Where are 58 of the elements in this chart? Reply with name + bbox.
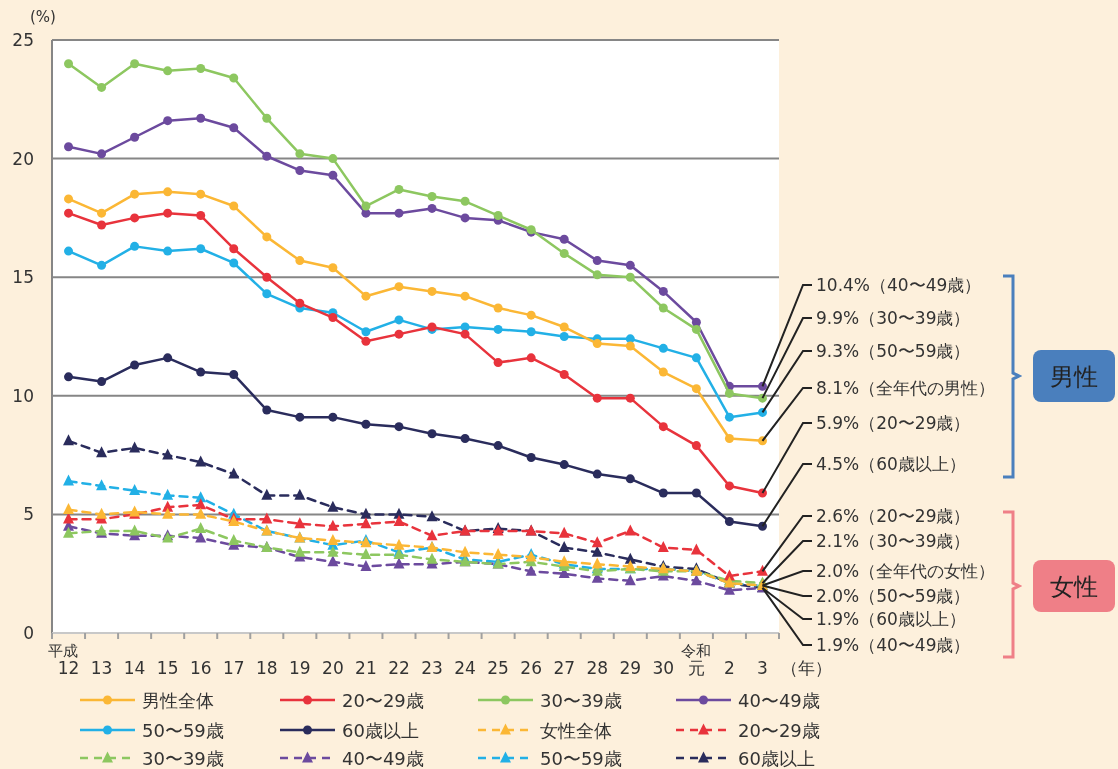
- annotation: 1.9%（40〜49歳）: [816, 635, 971, 655]
- annotation: 10.4%（40〜49歳）: [816, 275, 982, 295]
- x-tick-label: 28: [586, 658, 609, 678]
- text: 平成: [47, 642, 78, 660]
- annotation: 1.9%（60歳以上）: [816, 609, 966, 629]
- y-tick-label: 5: [23, 504, 34, 525]
- x-tick-label: 21: [355, 658, 377, 678]
- x-tick-label: 3: [757, 658, 768, 678]
- x-tick-label: 26: [520, 658, 542, 678]
- x-tick-label: 12: [57, 658, 80, 678]
- legend-label: 60歳以上: [738, 748, 815, 769]
- x-tick-label: 30: [652, 658, 675, 678]
- x-axis-title: （年）: [781, 658, 832, 678]
- x-tick-label: 14: [123, 658, 146, 678]
- x-tick-label: 25: [487, 658, 509, 678]
- x-tick-label: 元: [687, 658, 705, 678]
- y-tick-label: 20: [12, 148, 34, 169]
- y-axis-title: (%): [30, 8, 56, 26]
- legend-label: 30〜39歳: [540, 690, 622, 711]
- x-tick-label: 22: [388, 658, 410, 678]
- x-tick-label: 16: [189, 658, 212, 678]
- annotation: 9.3%（50〜59歳）: [816, 341, 971, 361]
- x-tick-label: 2: [724, 658, 735, 678]
- x-tick-label: 13: [90, 658, 113, 678]
- text: 男性: [1050, 363, 1098, 391]
- legend-label: 20〜29歳: [738, 720, 820, 741]
- legend-label: 40〜49歳: [342, 748, 424, 769]
- x-tick-label: 15: [156, 658, 179, 678]
- annotation: 2.1%（30〜39歳）: [816, 531, 971, 551]
- legend-label: 男性全体: [142, 690, 214, 711]
- x-tick-label: 24: [454, 658, 476, 678]
- annotation: 9.9%（30〜39歳）: [816, 308, 971, 328]
- legend-label: 50〜59歳: [142, 720, 224, 741]
- legend-label: 30〜39歳: [142, 748, 224, 769]
- legend-label: 20〜29歳: [342, 690, 424, 711]
- x-tick-label: 23: [421, 658, 443, 678]
- annotation: 2.0%（50〜59歳）: [816, 586, 971, 606]
- y-tick-label: 10: [12, 385, 34, 406]
- annotation: 5.9%（20〜29歳）: [816, 413, 971, 433]
- x-tick-label: 27: [553, 658, 576, 678]
- x-tick-label: 17: [222, 658, 245, 678]
- annotation: 4.5%（60歳以上）: [816, 454, 966, 474]
- y-tick-label: 25: [12, 30, 34, 50]
- y-tick-label: 15: [12, 267, 34, 288]
- legend-label: 50〜59歳: [540, 748, 622, 769]
- y-tick-label: 0: [23, 623, 34, 643]
- legend-label: 女性全体: [540, 720, 612, 741]
- x-tick-label: 20: [322, 658, 344, 678]
- x-tick-label: 19: [289, 658, 311, 678]
- annotation: 2.6%（20〜29歳）: [816, 506, 971, 526]
- text: 女性: [1050, 573, 1098, 601]
- text: 令和: [681, 642, 712, 660]
- x-tick-label: 29: [619, 658, 642, 678]
- annotation: 8.1%（全年代の男性）: [816, 378, 996, 398]
- legend-label: 40〜49歳: [738, 690, 820, 711]
- x-tick-label: 18: [255, 658, 278, 678]
- legend-label: 60歳以上: [342, 720, 419, 741]
- annotation: 2.0%（全年代の女性）: [816, 561, 996, 581]
